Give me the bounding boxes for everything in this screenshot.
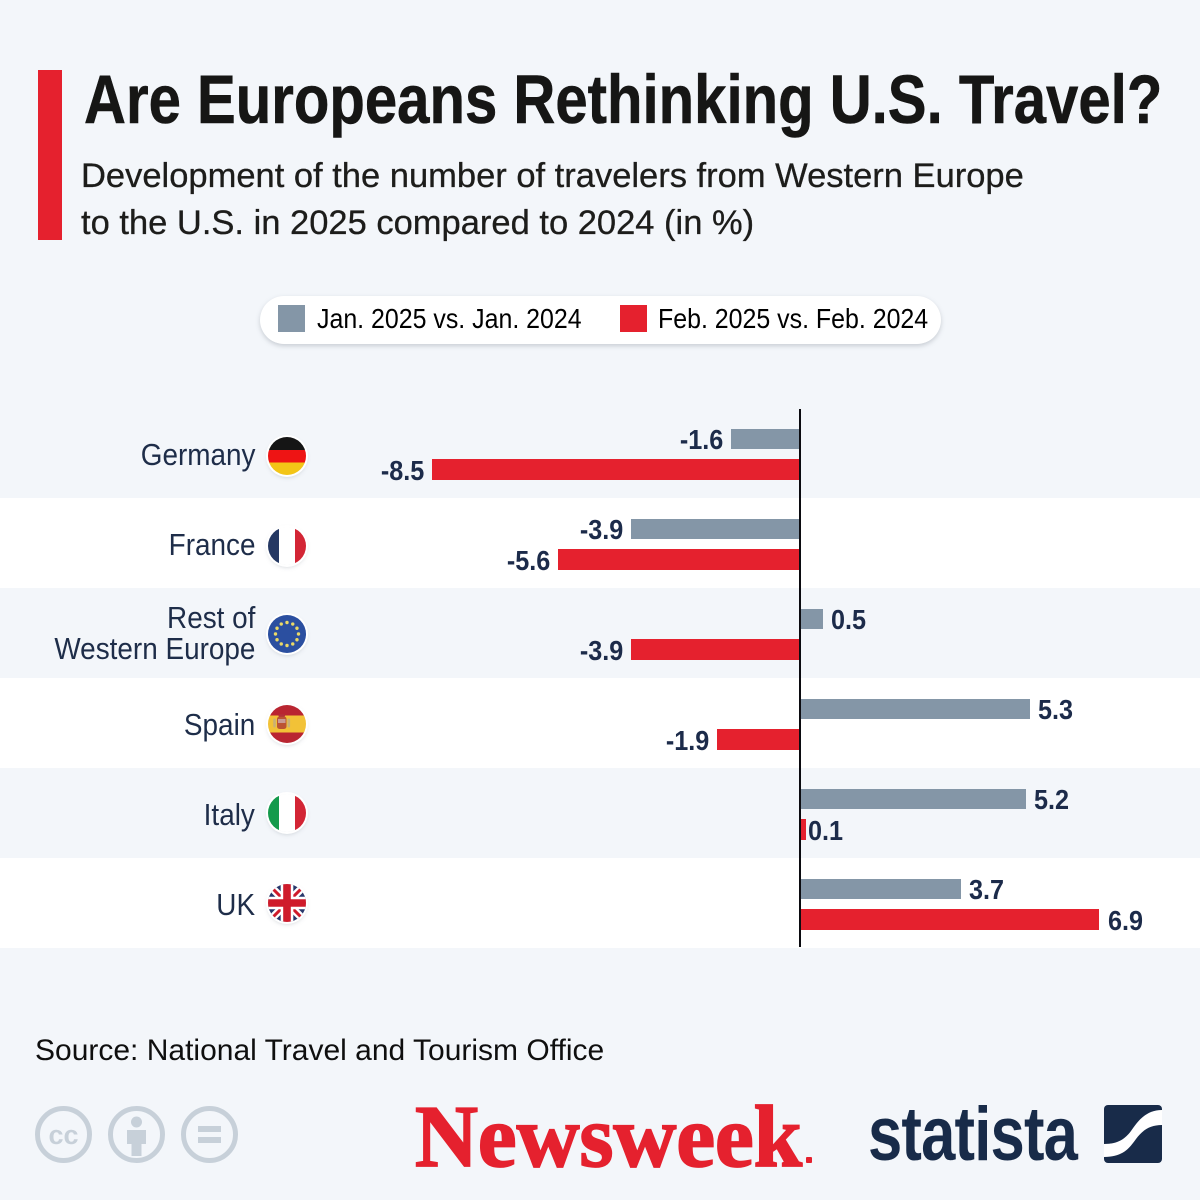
svg-text:cc: cc <box>48 1120 78 1150</box>
